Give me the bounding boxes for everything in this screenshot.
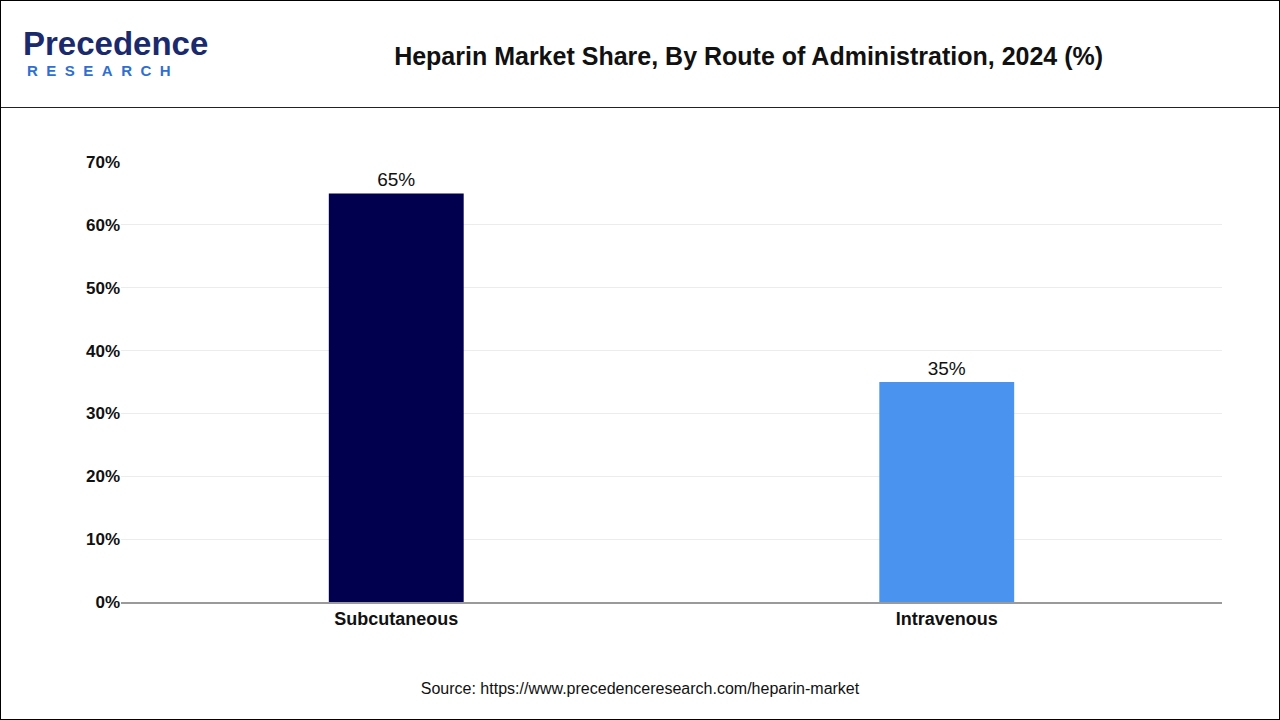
svg-text:0%: 0% [95,593,120,612]
html-text:RESEARCH: RESEARCH [27,62,180,79]
svg-text:Intravenous: Intravenous [896,609,998,629]
svg-text:Heparin Market Share, By Route: Heparin Market Share, By Route of Admini… [394,42,1103,70]
svg-text:65%: 65% [377,169,415,190]
svg-text:30%: 30% [86,404,120,423]
svg-text:10%: 10% [86,530,120,549]
svg-text:40%: 40% [86,342,120,361]
svg-text:20%: 20% [86,467,120,486]
svg-text:60%: 60% [86,216,120,235]
svg-text:Subcutaneous: Subcutaneous [334,609,458,629]
svg-text:70%: 70% [86,153,120,172]
svg-text:35%: 35% [928,358,966,379]
html-text:Source: https://www.precedence: Source: https://www.precedenceresearch.c… [420,680,860,697]
svg-text:50%: 50% [86,279,120,298]
html-text:Precedence: Precedence [23,25,209,62]
